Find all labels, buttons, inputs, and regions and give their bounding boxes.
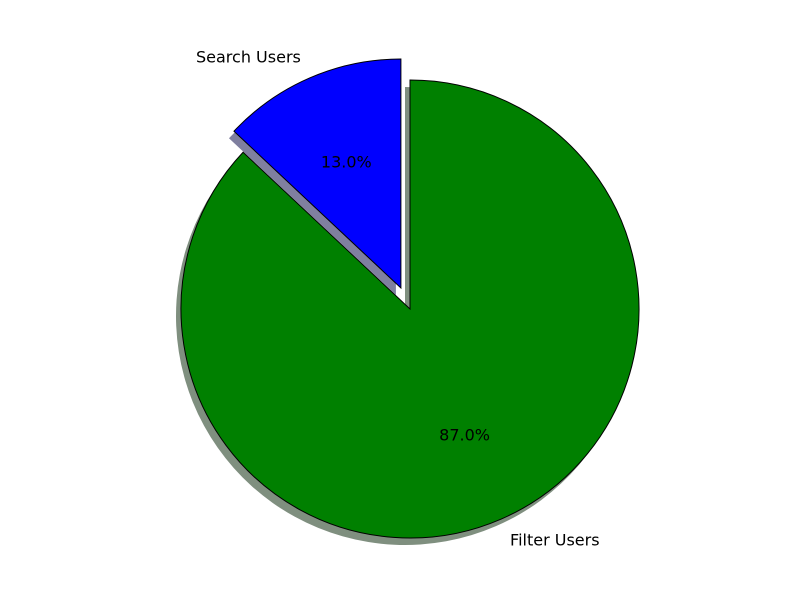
pie-value-label-filter-users: 87.0% <box>439 426 490 445</box>
pie-slice-search-users <box>233 58 402 290</box>
label-layer: 13.0% Search Users 87.0% Filter Users <box>196 47 600 549</box>
pie-slice-filter-users <box>180 79 640 539</box>
pie-category-label-search-users: Search Users <box>196 47 301 66</box>
pie-value-label-search-users: 13.0% <box>321 152 372 171</box>
slice-layer <box>180 58 640 539</box>
pie-category-label-filter-users: Filter Users <box>510 531 600 550</box>
